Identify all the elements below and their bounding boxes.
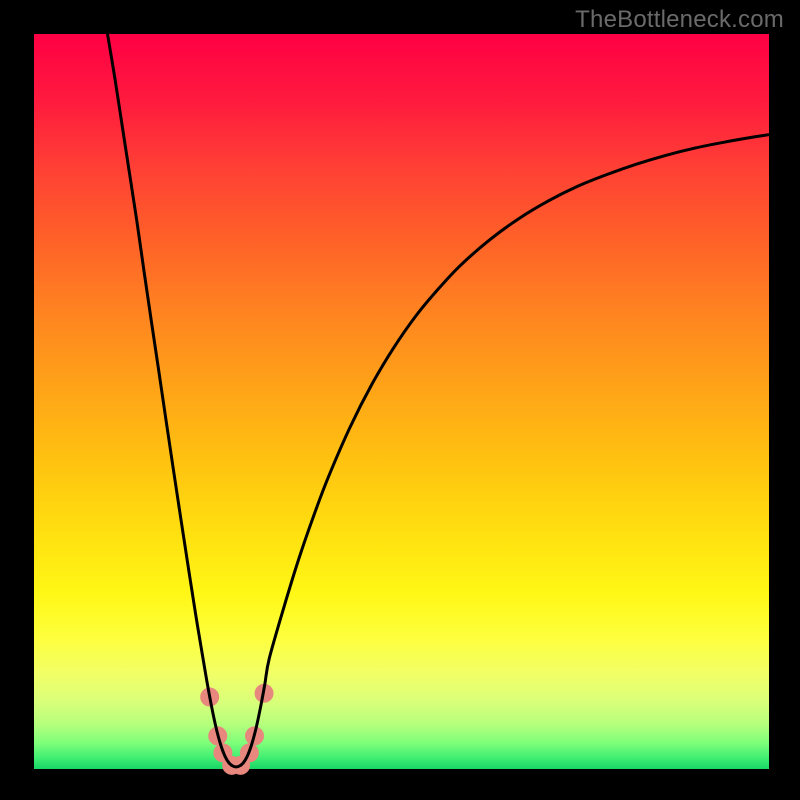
bottleneck-chart bbox=[0, 0, 800, 800]
gradient-plot-area bbox=[34, 34, 769, 769]
chart-container bbox=[0, 0, 800, 800]
watermark-text: TheBottleneck.com bbox=[575, 6, 784, 34]
